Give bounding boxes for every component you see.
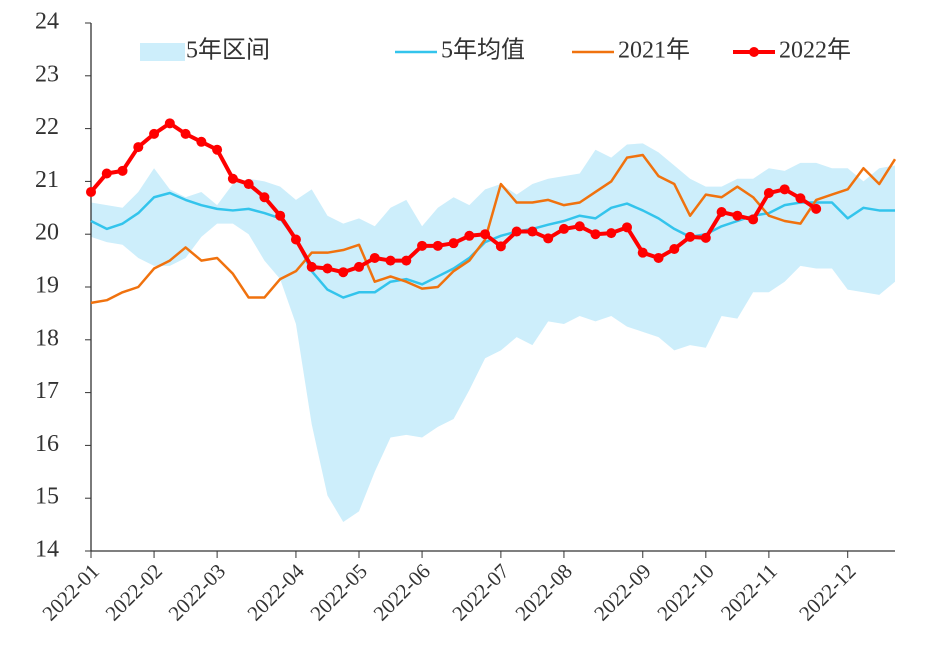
data-point (212, 144, 223, 155)
legend-marker (749, 47, 759, 57)
data-point (637, 247, 648, 258)
data-point (275, 210, 286, 221)
x-tick-label: 2022-10 (652, 559, 718, 625)
y-tick-label: 20 (35, 220, 59, 246)
data-point (622, 222, 632, 233)
x-tick-label: 2022-05 (305, 559, 371, 625)
data-point (354, 261, 364, 272)
data-point (464, 230, 475, 241)
data-point (149, 128, 160, 139)
data-point (795, 193, 806, 204)
data-point (401, 255, 412, 266)
data-point (763, 188, 774, 199)
data-point (748, 214, 759, 225)
data-point (448, 238, 459, 249)
data-point (243, 179, 254, 190)
y-tick-label: 18 (35, 325, 59, 351)
x-tick-label: 2022-09 (589, 559, 655, 625)
data-point (590, 229, 601, 240)
data-point (322, 263, 333, 274)
data-point (543, 233, 554, 244)
data-point (558, 223, 569, 234)
range-band (91, 143, 895, 522)
x-tick-label: 2022-06 (369, 559, 435, 625)
y-tick-label: 24 (35, 9, 59, 35)
x-tick-label: 2022-11 (716, 559, 782, 625)
x-tick-label: 2022-01 (37, 559, 103, 625)
legend-label: 2022年 (779, 37, 851, 64)
legend-label: 5年区间 (186, 37, 270, 64)
data-point (527, 226, 538, 237)
data-point (133, 142, 144, 153)
data-point (685, 231, 696, 242)
data-point (779, 184, 790, 195)
y-tick-label: 22 (35, 114, 59, 140)
data-point (511, 226, 522, 237)
data-point (606, 228, 617, 239)
data-point (480, 229, 491, 240)
data-point (716, 207, 727, 218)
y-tick-label: 21 (35, 167, 59, 193)
y-tick-label: 17 (35, 378, 59, 404)
data-point (417, 240, 428, 251)
y-tick-label: 19 (35, 273, 59, 299)
data-point (164, 118, 175, 129)
x-tick-label: 2022-08 (510, 559, 576, 625)
data-point (227, 173, 238, 184)
data-point (290, 234, 301, 245)
legend-swatch (140, 43, 185, 61)
legend-label: 2021年 (618, 37, 690, 64)
data-point (338, 267, 349, 278)
data-point (732, 210, 743, 221)
x-tick-label: 2022-03 (164, 559, 230, 625)
data-point (574, 221, 585, 232)
data-point (495, 241, 506, 252)
x-tick-label: 2022-12 (794, 559, 860, 625)
data-point (811, 203, 822, 214)
data-point (369, 252, 380, 263)
data-point (653, 252, 664, 263)
y-tick-label: 23 (35, 61, 59, 87)
y-tick-label: 14 (35, 537, 59, 563)
data-point (306, 261, 317, 272)
data-point (196, 136, 207, 147)
x-tick-label: 2022-04 (242, 559, 309, 626)
data-point (669, 243, 680, 254)
data-point (385, 255, 396, 266)
data-point (432, 240, 443, 251)
x-tick-label: 2022-07 (447, 559, 513, 625)
data-point (180, 128, 191, 139)
data-point (259, 192, 270, 203)
data-point (101, 168, 112, 179)
y-tick-label: 15 (35, 484, 59, 510)
y-tick-label: 16 (35, 431, 59, 457)
data-point (86, 186, 96, 197)
legend-label: 5年均值 (441, 37, 525, 64)
data-point (117, 165, 128, 176)
x-tick-label: 2022-02 (101, 559, 167, 625)
data-point (700, 232, 711, 243)
